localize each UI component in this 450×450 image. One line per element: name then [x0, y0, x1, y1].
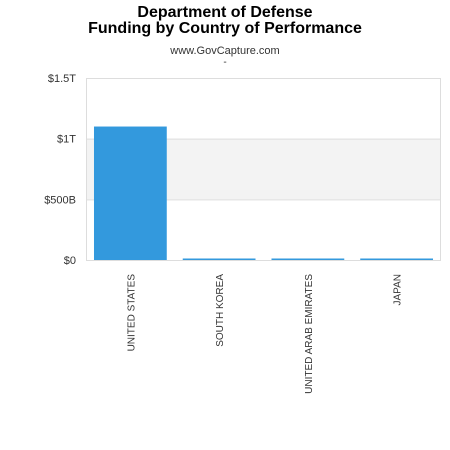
x-tick-label: JAPAN — [393, 274, 404, 306]
chart-title-line-1: Department of Defense — [137, 4, 313, 21]
bar-south-korea[interactable] — [182, 258, 256, 261]
chart-subtitle-mark: - — [223, 57, 227, 68]
bars — [93, 126, 434, 261]
chart-subtitle: www.GovCapture.com — [170, 45, 280, 57]
x-tick-label: UNITED ARAB EMIRATES — [304, 274, 315, 394]
chart-title-line-2: Funding by Country of Performance — [88, 20, 362, 37]
y-tick-label: $1T — [57, 134, 76, 146]
x-tick-label: SOUTH KOREA — [215, 274, 226, 347]
gridlines — [86, 78, 441, 261]
bar-japan[interactable] — [360, 258, 434, 261]
x-tick-label: UNITED STATES — [126, 274, 137, 352]
y-tick-label: $0 — [64, 255, 76, 267]
y-tick-label: $500B — [44, 194, 76, 206]
y-axis-tick-labels: $0 $500B $1T $1.5T — [44, 73, 76, 267]
bar-united-states[interactable] — [93, 126, 167, 261]
x-axis-tick-labels: UNITED STATES SOUTH KOREA UNITED ARAB EMIR… — [126, 274, 403, 394]
y-tick-label: $1.5T — [48, 73, 76, 85]
bar-united-arab-emirates[interactable] — [271, 258, 345, 261]
